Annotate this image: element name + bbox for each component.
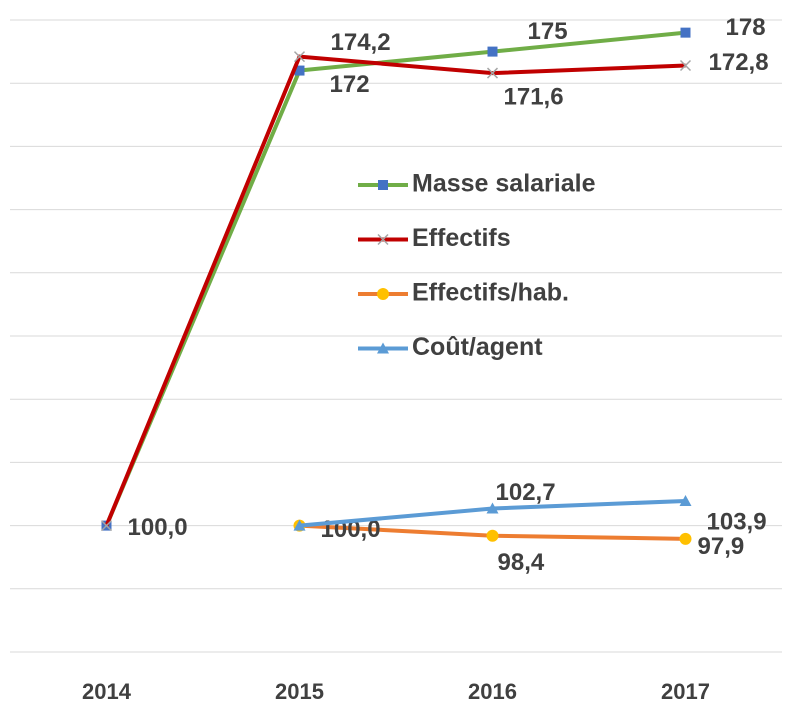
data-label: 172	[330, 71, 370, 98]
series: 100,098,497,9	[293, 516, 745, 576]
x-tick-label: 2014	[82, 679, 132, 704]
marker	[486, 502, 499, 514]
legend-item: Coût/agent	[358, 333, 543, 361]
marker	[293, 51, 306, 63]
x-tick-label: 2017	[661, 679, 710, 704]
series-line	[104, 54, 686, 527]
data-label: 102,7	[496, 479, 556, 506]
marker	[294, 65, 305, 76]
series: 100,0 174,2 171,6 172,8	[100, 29, 769, 541]
x-tick-label: 2016	[468, 679, 517, 704]
legend-item: Effectifs/hab.	[358, 279, 569, 307]
legend-label: Masse salariale	[412, 170, 596, 198]
marker	[100, 520, 113, 532]
data-label: 97,9	[698, 533, 745, 560]
data-label: 178	[726, 14, 766, 41]
marker	[378, 180, 388, 190]
marker	[377, 288, 389, 300]
marker	[487, 46, 498, 57]
data-label: 100,0	[128, 514, 188, 541]
legend-label: Effectifs	[412, 224, 511, 252]
marker	[486, 67, 499, 79]
legend-label: Effectifs/hab.	[412, 279, 569, 307]
marker	[679, 494, 692, 506]
marker	[293, 519, 306, 531]
data-label: 171,6	[504, 83, 564, 110]
legend-label: Coût/agent	[412, 333, 543, 361]
legend-item: Masse salariale	[358, 170, 596, 198]
marker	[680, 27, 691, 38]
series-line	[104, 30, 686, 527]
data-label: 98,4	[498, 549, 545, 576]
data-label: 175	[528, 18, 568, 45]
legend-item: Effectifs	[358, 224, 511, 252]
marker	[679, 59, 692, 72]
marker	[486, 529, 499, 542]
data-label: 174,2	[331, 29, 391, 56]
series: 102,7 103,9	[293, 479, 767, 535]
marker	[377, 342, 389, 354]
data-label: 103,9	[707, 508, 767, 535]
marker	[377, 233, 389, 246]
x-tick-label: 2015	[275, 679, 324, 704]
data-label: 172,8	[709, 49, 769, 76]
series: 172 175 178	[101, 14, 766, 531]
marker	[679, 532, 692, 545]
